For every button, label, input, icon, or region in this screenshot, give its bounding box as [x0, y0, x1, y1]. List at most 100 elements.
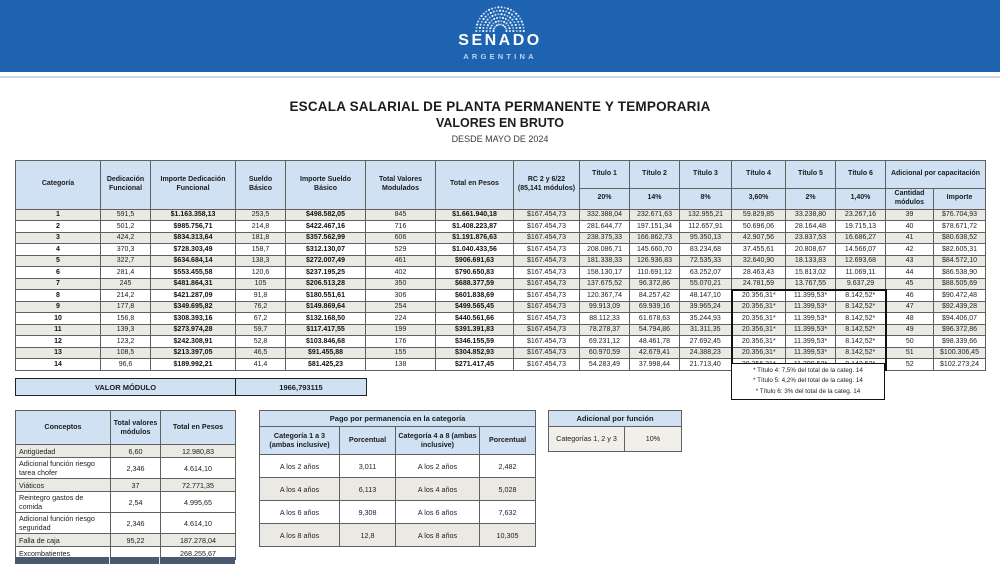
cell: 9: [15, 300, 101, 313]
adicional-funcion-table: Adicional por función Categorías 1, 2 y …: [548, 410, 682, 452]
cell: 61.678,63: [629, 312, 680, 325]
cell: $189.992,21: [150, 358, 236, 371]
cell: 76,2: [235, 300, 286, 313]
cell: 105: [235, 277, 286, 290]
header-banner: SENADO ARGENTINA: [0, 0, 1000, 72]
cell: 7: [15, 277, 101, 290]
col-header: Título 1: [579, 160, 630, 189]
table-row: Excombatientes 268.255,67: [15, 546, 236, 560]
cell: 181.338,33: [579, 254, 630, 267]
cell: 11.069,11: [835, 266, 886, 279]
cell: 52,8: [235, 335, 286, 348]
cell: Antigüedad: [15, 444, 111, 458]
col-header: Título 3: [679, 160, 732, 189]
cell: Categorías 1, 2 y 3: [548, 426, 625, 452]
cell: 48.147,10: [679, 289, 732, 302]
adicional-funcion-title: Adicional por función: [548, 410, 682, 427]
cell: $272.007,49: [285, 254, 366, 267]
cell: 39.965,24: [679, 300, 732, 313]
col-subheader: Importe: [932, 188, 987, 210]
cell: 72.771,35: [160, 478, 236, 492]
cell: $103.846,68: [285, 335, 366, 348]
cell: 12.980,83: [160, 444, 236, 458]
cell: 49: [885, 323, 934, 336]
cell: 137.675,52: [579, 277, 630, 290]
cell: $167.454,73: [513, 312, 580, 325]
col-subheader: 2%: [785, 188, 836, 210]
cell: A los 8 años: [395, 523, 480, 547]
cell: $213.397,05: [150, 346, 236, 359]
cell: $91.455,88: [285, 346, 366, 359]
cell: 43: [885, 254, 934, 267]
cell: 8.142,52*: [835, 312, 887, 325]
cell: 5,028: [478, 477, 537, 501]
cell: 126.936,83: [629, 254, 680, 267]
cell: A los 4 años: [395, 477, 480, 501]
cutoff-row: [15, 557, 235, 564]
cell: 177,8: [100, 300, 151, 313]
cell: 10%: [624, 426, 682, 452]
cell: 120.367,74: [579, 289, 630, 302]
cell: 11: [15, 323, 101, 336]
cell: $98.339,66: [932, 335, 987, 348]
table-row: Reintegro gastos de comida 2,54 4.995,65: [15, 491, 236, 513]
col-header: Título 6: [835, 160, 886, 189]
col-header: Total valores módulos: [110, 410, 161, 445]
cell: 95.350,13: [679, 231, 732, 244]
cell: 16.686,27: [835, 231, 886, 244]
permanencia-title-row: Pago por permanencia en la categoría: [258, 410, 537, 427]
cell: 11.399,53*: [785, 300, 836, 313]
cell: 46: [885, 289, 934, 302]
cell: $834.313,64: [150, 231, 236, 244]
cell: 306: [365, 289, 436, 302]
cell: 120,6: [235, 266, 286, 279]
cell: Falla de caja: [15, 533, 111, 547]
cell: $206.513,28: [285, 277, 366, 290]
cell: 158,7: [235, 243, 286, 256]
cell: 13: [15, 346, 101, 359]
table-row: 9 177,8 $349.695,82 76,2 $149.869,64 254 $499.…: [15, 300, 987, 313]
cell: $88.505,69: [932, 277, 987, 290]
cell: 19.715,13: [835, 220, 886, 233]
cell: 402: [365, 266, 436, 279]
cell: 245: [100, 277, 151, 290]
table-row: Adicional función riesgo seguridad 2,346 4…: [15, 512, 236, 534]
cell: 8: [15, 289, 101, 302]
footnote-titulo-4: * Título 4: 7,5% del total de la categ. …: [753, 367, 863, 374]
cell: 41,4: [235, 358, 286, 371]
cell: $422.467,16: [285, 220, 366, 233]
cell: 4: [15, 243, 101, 256]
table-row: 1 591,5 $1.163.358,13 253,5 $498.582,05 845 $1…: [15, 208, 987, 221]
cell: $304.852,93: [435, 346, 514, 359]
cell: 23.267,16: [835, 208, 886, 221]
cell: $273.974,28: [150, 323, 236, 336]
valor-modulo-label: VALOR MÓDULO: [16, 379, 236, 395]
cell: 40: [885, 220, 934, 233]
cell: 199: [365, 323, 436, 336]
cell: $440.561,66: [435, 312, 514, 325]
cell: $90.472,48: [932, 289, 987, 302]
cell: 224: [365, 312, 436, 325]
cell: 63.252,07: [679, 266, 732, 279]
footnotes-box: * Título 4: 7,5% del total de la categ. …: [731, 363, 885, 401]
cell: 158.130,17: [579, 266, 630, 279]
cell: $167.454,73: [513, 220, 580, 233]
cell: $117.417,55: [285, 323, 366, 336]
cell: $167.454,73: [513, 208, 580, 221]
cell: 4.614,10: [160, 512, 236, 534]
table-row: 8 214,2 $421.287,09 91,8 $180.551,61 306 $601.…: [15, 288, 987, 302]
col-subheader: 3,60%: [731, 188, 786, 210]
table-row: 12 123,2 $242.308,91 52,8 $103.846,68 176 $346…: [15, 335, 987, 348]
cell: A los 2 años: [395, 454, 480, 478]
cell: 45: [885, 277, 934, 290]
table-row: 7 245 $481.864,31 105 $206.513,28 350 $688.377…: [15, 277, 987, 290]
cell: 208.086,71: [579, 243, 630, 256]
table-row: 13 108,5 $213.397,05 46,5 $91.455,88 155 $304.…: [15, 346, 987, 359]
cell: 138,3: [235, 254, 286, 267]
col-subheader: 8%: [679, 188, 732, 210]
cell: $167.454,73: [513, 277, 580, 290]
cell: 23.837,53: [785, 231, 836, 244]
cell: 13.767,55: [785, 277, 836, 290]
cell: 20.356,31*: [730, 335, 786, 348]
org-name: SENADO: [458, 32, 542, 49]
